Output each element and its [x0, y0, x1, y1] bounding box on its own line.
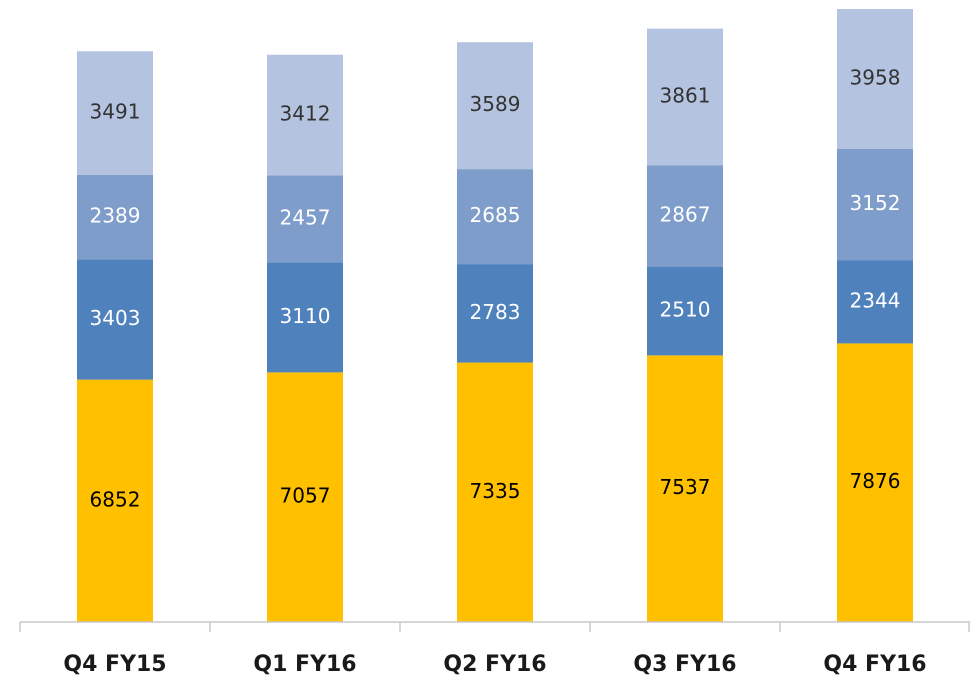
bar-segment [457, 42, 533, 170]
bar-segment [647, 355, 723, 622]
data-label: 2867 [660, 202, 711, 226]
bar-segment [457, 264, 533, 363]
bar-segment [267, 262, 343, 373]
bar-segment [837, 9, 913, 150]
bar-segment [647, 266, 723, 356]
x-tick-label: Q3 FY16 [633, 652, 736, 677]
bar-segment [77, 51, 153, 175]
data-label: 3861 [660, 83, 711, 107]
data-label: 2457 [280, 205, 331, 229]
bar-segment [837, 260, 913, 344]
data-label: 3110 [280, 304, 331, 328]
data-label: 7335 [470, 479, 521, 503]
data-label: 7876 [850, 469, 901, 493]
data-label: 2389 [90, 204, 141, 228]
bar-segment [457, 362, 533, 622]
bar-segment [267, 175, 343, 263]
bar-segment [77, 174, 153, 260]
data-label: 7537 [660, 475, 711, 499]
data-label: 3403 [90, 306, 141, 330]
bar-segment [267, 54, 343, 176]
data-label: 3412 [280, 102, 331, 126]
data-label: 6852 [90, 487, 141, 511]
data-label: 3491 [90, 100, 141, 124]
bar-segment [457, 169, 533, 265]
data-label: 3958 [850, 66, 901, 90]
x-tick-label: Q2 FY16 [443, 652, 546, 677]
data-label: 2685 [470, 203, 521, 227]
data-label: 3589 [470, 92, 521, 116]
bar-segment [647, 165, 723, 267]
x-tick-label: Q1 FY16 [253, 652, 356, 677]
bar-segment [77, 379, 153, 622]
bar-segment [267, 372, 343, 622]
x-tick-label: Q4 FY15 [63, 652, 166, 677]
bar-segment [837, 343, 913, 622]
bar-segment [647, 28, 723, 166]
data-label: 2344 [850, 288, 901, 312]
data-label: 7057 [280, 484, 331, 508]
x-tick-label: Q4 FY16 [823, 652, 926, 677]
data-label: 2510 [660, 298, 711, 322]
data-label: 2783 [470, 300, 521, 324]
bar-segment [837, 149, 913, 261]
data-label: 3152 [850, 191, 901, 215]
bar-segment [77, 259, 153, 380]
